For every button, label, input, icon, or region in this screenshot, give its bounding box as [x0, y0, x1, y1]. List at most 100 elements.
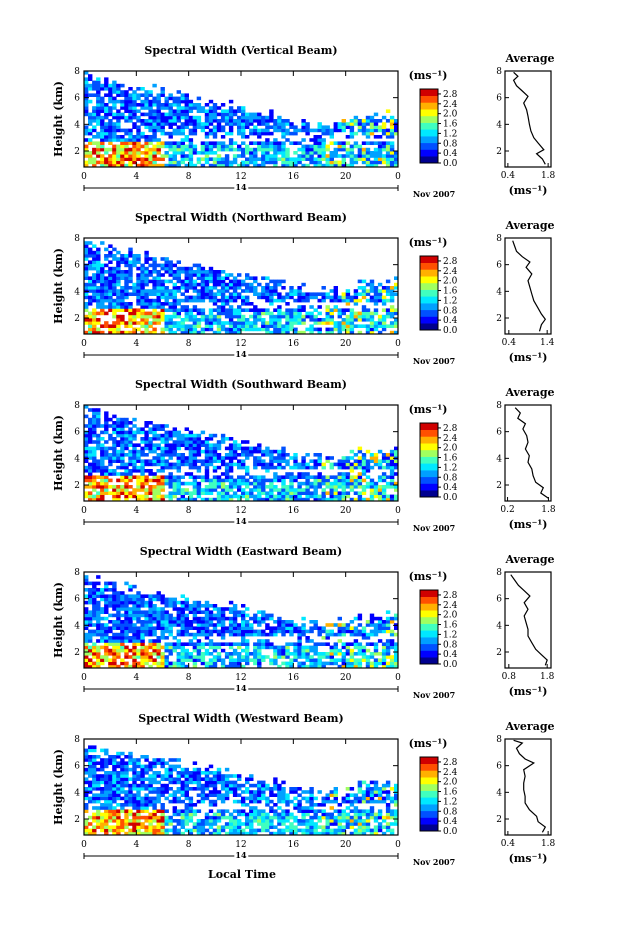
heatmap-cell	[208, 163, 214, 168]
heatmap-cell	[156, 613, 161, 618]
heatmap-cell	[212, 456, 218, 460]
heatmap-cell	[168, 453, 173, 457]
heatmap-cell	[385, 163, 391, 168]
heatmap-cell	[168, 443, 173, 447]
heatmap-cell	[180, 141, 185, 145]
heatmap-cell	[394, 128, 399, 133]
heatmap-cell	[245, 652, 250, 656]
heatmap-cell	[228, 652, 234, 656]
heatmap-cell	[92, 465, 97, 470]
heatmap-cell	[313, 160, 318, 165]
heatmap-cell	[301, 655, 306, 659]
heatmap-cell	[140, 157, 145, 161]
heatmap-cell	[385, 616, 391, 621]
heatmap-cell	[281, 157, 286, 161]
heatmap-cell	[152, 330, 157, 335]
heatmap-cell	[281, 465, 286, 470]
heatmap-cell	[297, 632, 302, 637]
heatmap-cell	[204, 437, 210, 441]
heatmap-cell	[128, 286, 133, 290]
heatmap-cell	[321, 494, 326, 499]
heatmap-cell	[176, 260, 181, 264]
heatmap-cell	[96, 154, 101, 158]
heatmap-cell	[301, 472, 306, 476]
heatmap-cell	[253, 446, 258, 451]
heatmap-cell	[124, 131, 129, 136]
heatmap-cell	[132, 112, 137, 117]
heatmap-cell	[196, 481, 202, 486]
heatmap-cell	[140, 144, 145, 149]
heatmap-cell	[112, 485, 117, 489]
heatmap-cell	[88, 433, 93, 438]
heatmap-cell	[337, 154, 342, 158]
average-x-tick-label: 0.4	[501, 171, 516, 181]
heatmap-cell	[281, 494, 286, 499]
heatmap-cell	[100, 815, 105, 820]
heatmap-cell	[108, 244, 113, 248]
heatmap-cell	[204, 613, 210, 618]
heatmap-cell	[112, 661, 117, 666]
heatmap-cell	[325, 157, 330, 161]
heatmap-cell	[216, 440, 222, 444]
heatmap-cell	[104, 604, 109, 608]
heatmap-cell	[104, 311, 109, 316]
heatmap-cell	[100, 478, 105, 483]
heatmap-cell	[394, 157, 399, 161]
heatmap-cell	[381, 298, 387, 303]
heatmap-cell	[192, 664, 198, 669]
heatmap-cell	[208, 478, 214, 483]
heatmap-cell	[92, 263, 97, 268]
heatmap-cell	[152, 427, 157, 431]
heatmap-cell	[156, 645, 161, 650]
heatmap-cell	[265, 292, 270, 296]
heatmap-cell	[172, 157, 177, 161]
heatmap-cell	[120, 302, 125, 306]
heatmap-cell	[361, 462, 367, 467]
heatmap-cell	[124, 302, 129, 306]
heatmap-cell	[232, 314, 238, 319]
heatmap-cell	[184, 330, 189, 335]
heatmap-cell	[148, 122, 153, 126]
heatmap-cell	[112, 632, 117, 637]
heatmap-cell	[180, 106, 185, 110]
heatmap-cell	[224, 154, 230, 158]
heatmap-cell	[369, 453, 375, 457]
heatmap-cell	[204, 151, 210, 155]
heatmap-cell	[88, 764, 93, 769]
heatmap-cell	[317, 327, 322, 332]
heatmap-cell	[325, 661, 330, 666]
heatmap-cell	[281, 324, 286, 328]
heatmap-cell	[232, 321, 238, 325]
heatmap-cell	[156, 594, 161, 598]
heatmap-cell	[301, 481, 306, 486]
heatmap-cell	[261, 151, 266, 155]
heatmap-cell	[365, 282, 371, 287]
heatmap-cell	[212, 475, 218, 479]
heatmap-cell	[377, 128, 383, 133]
heatmap-cell	[325, 327, 330, 332]
heatmap-cell	[232, 456, 238, 460]
heatmap-cell	[309, 648, 314, 653]
heatmap-cell	[237, 645, 242, 650]
heatmap-cell	[92, 151, 97, 155]
heatmap-cell	[132, 147, 137, 152]
heatmap-cell	[124, 497, 129, 502]
heatmap-cell	[100, 626, 105, 630]
heatmap-cell	[96, 421, 101, 425]
heatmap-cell	[373, 459, 379, 463]
heatmap-cell	[369, 623, 375, 627]
heatmap-cell	[84, 803, 89, 807]
heatmap-cell	[345, 298, 351, 303]
heatmap-cell	[212, 135, 218, 139]
heatmap-cell	[313, 488, 318, 492]
heatmap-cell	[136, 485, 141, 489]
heatmap-cell	[120, 163, 125, 168]
heatmap-cell	[168, 645, 173, 650]
heatmap-cell	[204, 147, 210, 152]
heatmap-cell	[148, 437, 153, 441]
heatmap-cell	[116, 93, 121, 97]
heatmap-cell	[200, 642, 206, 646]
heatmap-cell	[232, 453, 238, 457]
heatmap-cell	[385, 459, 391, 463]
heatmap-cell	[160, 295, 165, 300]
